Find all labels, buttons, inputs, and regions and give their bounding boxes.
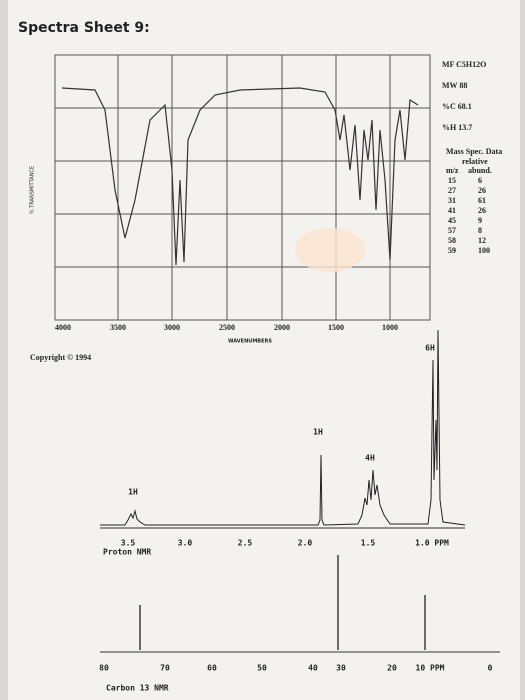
integral: 1H [313, 428, 323, 437]
ms-mz: 41 [448, 206, 456, 215]
ms-abund: 9 [478, 216, 482, 225]
h-spectrum [100, 329, 466, 526]
ir-tick: 4000 [55, 323, 71, 332]
ir-y-label: % TRANSMITTANCE [30, 166, 36, 214]
ir-tick: 3500 [110, 323, 126, 332]
ms-mz: 27 [448, 186, 456, 195]
ms-mz: 31 [448, 196, 456, 205]
h-tick: 1.0 PPM [415, 539, 449, 548]
c-tick: 30 [336, 664, 346, 673]
h-tick: 3.0 [178, 539, 193, 548]
title: Spectra Sheet 9: [18, 20, 150, 36]
ir-tick: 1500 [328, 323, 344, 332]
ms-mz: 59 [448, 246, 456, 255]
glare [295, 228, 365, 272]
weight: MW 88 [442, 81, 467, 90]
ms-mz: 45 [448, 216, 456, 225]
hydrogen-pct: %H 13.7 [442, 123, 472, 132]
c-tick: 20 [387, 664, 397, 673]
ms-abund: 26 [478, 206, 486, 215]
ir-tick: 2000 [274, 323, 290, 332]
carbon-pct: %C 68.1 [442, 102, 472, 111]
c-tick: 80 [99, 664, 109, 673]
c-tick: 70 [160, 664, 170, 673]
c-peaks [139, 555, 426, 650]
formula: MF C5H12O [442, 60, 486, 69]
c-tick: 10 PPM [416, 664, 445, 673]
ms-subtitle: relative [462, 157, 488, 166]
ms-abund: 6 [478, 176, 482, 185]
c-tick: 0 [488, 664, 493, 673]
ms-mz: 58 [448, 236, 456, 245]
h-label: Proton NMR [103, 548, 151, 557]
integral: 4H [365, 454, 375, 463]
copyright: Copyright © 1994 [30, 353, 91, 362]
ms-abund: 12 [478, 236, 486, 245]
integral: 1H [128, 488, 138, 497]
ms-mz: 57 [448, 226, 456, 235]
ms-mz: 15 [448, 176, 456, 185]
ms-col: m/z [446, 166, 459, 175]
c-label: Carbon 13 NMR [106, 684, 169, 693]
ir-frame [54, 54, 431, 321]
ms-abund: 26 [478, 186, 486, 195]
integral: 6H [425, 344, 435, 353]
sheet [8, 0, 520, 700]
c-tick: 40 [308, 664, 318, 673]
ms-title: Mass Spec. Data [446, 147, 502, 156]
h-tick: 2.0 [298, 539, 313, 548]
ir-tick: 3000 [164, 323, 180, 332]
ms-abund: 61 [478, 196, 486, 205]
h-tick: 2.5 [238, 539, 253, 548]
ir-tick: 1000 [382, 323, 398, 332]
ir-curve [61, 87, 419, 266]
c-tick: 60 [207, 664, 217, 673]
ms-abund: 8 [478, 226, 482, 235]
ir-x-label: WAVENUMBERS [228, 339, 272, 345]
ms-abund: 100 [478, 246, 490, 255]
ms-col: abund. [468, 166, 492, 175]
ir-tick: 2500 [219, 323, 235, 332]
c-tick: 50 [257, 664, 267, 673]
h-tick: 1.5 [361, 539, 376, 548]
h-tick: 3.5 [121, 539, 136, 548]
